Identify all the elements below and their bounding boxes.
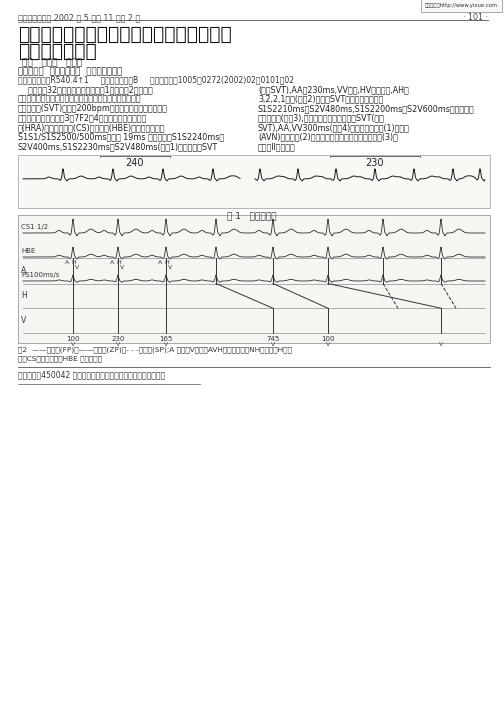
Text: 作者单位：450042 解放军第一五三中心医院三内科（河南郑州）: 作者单位：450042 解放军第一五三中心医院三内科（河南郑州） <box>18 370 165 379</box>
Text: (AVN)三径路，(2)不同频率房室结折返性心动过速，(3)快: (AVN)三径路，(2)不同频率房室结折返性心动过速，(3)快 <box>258 133 398 141</box>
Text: S2V400ms,S1S2230ms时S2V480ms(见图1)，并诱发出SVT: S2V400ms,S1S2230ms时S2V480ms(见图1)，并诱发出SVT <box>18 142 218 151</box>
Text: 230: 230 <box>366 158 384 168</box>
Text: H: H <box>165 260 169 265</box>
Text: 束，CS冠状静脉窦，HBE 希氏束电图: 束，CS冠状静脉窦，HBE 希氏束电图 <box>18 355 102 361</box>
Text: 图2  ——快径路(FP)；——中径路(ZP)；- - -慢径路(SP);A 心房，V心室，AVH房室交界区，NH结束区，H希氏: 图2 ——快径路(FP)；——中径路(ZP)；- - -慢径路(SP);A 心房… <box>18 346 292 353</box>
Text: 左锁骨下静脉分别插入3根7F2－4极导管，置于高位右心: 左锁骨下静脉分别插入3根7F2－4极导管，置于高位右心 <box>18 113 147 123</box>
Text: CS1 1/2: CS1 1/2 <box>21 224 48 230</box>
Text: 频时伴II度文氏。: 频时伴II度文氏。 <box>258 142 296 151</box>
Text: A: A <box>21 266 26 275</box>
Text: A: A <box>65 260 69 265</box>
Text: A: A <box>110 260 114 265</box>
Text: (快频SVT),AA齐230ms,VV不齐,HV间期固定,AH是: (快频SVT),AA齐230ms,VV不齐,HV间期固定,AH是 <box>258 85 409 94</box>
Text: V: V <box>75 265 79 270</box>
Text: 临床心电学杂志 2002 年 5 月第 11 卷第 2 期: 临床心电学杂志 2002 年 5 月第 11 卷第 2 期 <box>18 13 140 22</box>
Text: V: V <box>116 342 120 347</box>
Text: 100: 100 <box>321 336 335 342</box>
Text: V: V <box>71 342 75 347</box>
Text: 房(HRA)、冠状静脉窦(CS)、希氏束(HBE)。心房程序刺激: 房(HRA)、冠状静脉窦(CS)、希氏束(HBE)。心房程序刺激 <box>18 123 165 132</box>
Text: H: H <box>21 292 27 300</box>
Bar <box>18 215 490 343</box>
Text: 房室结多径路发作不同频率室上性心动过速: 房室结多径路发作不同频率室上性心动过速 <box>18 25 232 44</box>
Text: V: V <box>164 342 168 347</box>
Text: 医学文献，http://www.yixue.com: 医学文献，http://www.yixue.com <box>425 3 498 8</box>
Text: 图 1   说明见文内: 图 1 说明见文内 <box>227 211 277 220</box>
Text: 165: 165 <box>159 336 173 342</box>
Text: H: H <box>72 260 77 265</box>
Text: 张浩   郝长海   成玉真: 张浩 郝长海 成玉真 <box>22 58 82 67</box>
Bar <box>18 155 490 208</box>
Text: 230: 230 <box>111 336 124 342</box>
Text: SVT),AA,VV300ms(见图4)。电生理诊断：(1)房室结: SVT),AA,VV300ms(见图4)。电生理诊断：(1)房室结 <box>258 123 410 132</box>
Text: 个房性回波(见图3),该处反复刺激诱出另一种SVT(慢频: 个房性回波(见图3),该处反复刺激诱出另一种SVT(慢频 <box>258 113 385 123</box>
Text: 【关键词】  房室结多径路  室上性心动过速: 【关键词】 房室结多径路 室上性心动过速 <box>18 67 122 76</box>
Text: 性心动过速(SVT)，频率200bpm，电生理检查：经股静脉和: 性心动过速(SVT)，频率200bpm，电生理检查：经股静脉和 <box>18 104 168 113</box>
Text: V: V <box>326 342 330 347</box>
Text: 患者女，32岁，因反复心悸、气促1年，加重2周入院。: 患者女，32岁，因反复心悸、气促1年，加重2周入院。 <box>18 85 153 94</box>
Text: PS100ms/s: PS100ms/s <box>21 272 59 278</box>
Text: V: V <box>271 342 275 347</box>
Text: S1S1/S1S2500/500ms，步距 19ms 逐渐扫描，S1S2240ms时: S1S1/S1S2500/500ms，步距 19ms 逐渐扫描，S1S2240m… <box>18 133 224 141</box>
Text: 体检和心电图正常。上述症状发作时心电图示：阵发性室上: 体检和心电图正常。上述症状发作时心电图示：阵发性室上 <box>18 95 142 103</box>
Text: 【中图分类号】R540.4↑1     【文献标识码】B     【文章编号】1005－0272(2002)02－0101－02: 【中图分类号】R540.4↑1 【文献标识码】B 【文章编号】1005－0272… <box>18 75 294 84</box>
Text: 快频率文氏下传: 快频率文氏下传 <box>18 42 97 61</box>
Text: 3,2,2,1下传(见图2)。终止SVT后继续减量扫描，: 3,2,2,1下传(见图2)。终止SVT后继续减量扫描， <box>258 95 383 103</box>
Text: V: V <box>21 316 26 325</box>
Text: A: A <box>158 260 162 265</box>
Text: 240: 240 <box>126 158 144 168</box>
Text: S1S2210ms时S2V480ms,S1S2200ms时S2V600ms，并出现一: S1S2210ms时S2V480ms,S1S2200ms时S2V600ms，并出… <box>258 104 475 113</box>
Text: 100: 100 <box>66 336 80 342</box>
Text: V: V <box>439 342 443 347</box>
Text: · 101 ·: · 101 · <box>463 13 488 22</box>
Text: 745: 745 <box>267 336 280 342</box>
Text: V: V <box>120 265 124 270</box>
Text: H: H <box>116 260 121 265</box>
Text: HBE: HBE <box>21 248 35 254</box>
Text: V: V <box>168 265 172 270</box>
